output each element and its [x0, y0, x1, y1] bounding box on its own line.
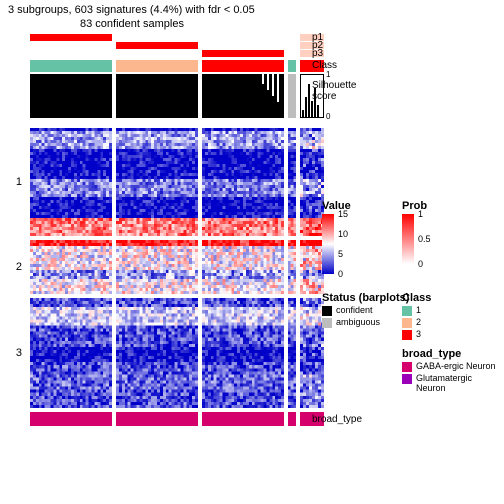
legend-tick: 1 — [418, 209, 423, 219]
sil-tick: 1 — [326, 70, 330, 79]
legend-label: confident — [336, 305, 373, 315]
sil-bar — [308, 84, 310, 118]
legend-title: Status (barplots) — [322, 292, 409, 304]
heatmap-panel — [202, 298, 284, 408]
p-anno — [288, 34, 296, 41]
p-anno — [202, 42, 284, 49]
heatmap-panel — [116, 298, 198, 408]
heatmap-panel — [288, 240, 296, 294]
legend-swatch — [402, 330, 412, 340]
heatmap-panel — [202, 240, 284, 294]
legend-title: Class — [402, 292, 431, 304]
legend-label: 1 — [416, 305, 421, 315]
p-anno — [202, 50, 284, 57]
sil-gap — [272, 74, 274, 96]
sil-gap — [262, 74, 264, 84]
heatmap-panel — [30, 298, 112, 408]
silhouette-label: Silhouette score — [312, 80, 356, 102]
p-anno — [202, 34, 284, 41]
p-anno — [116, 50, 198, 57]
silhouette-anno — [116, 74, 198, 118]
sil-gap — [277, 74, 279, 102]
broad-anno — [116, 412, 198, 426]
broad-anno — [30, 412, 112, 426]
legend-tick: 15 — [338, 209, 348, 219]
class-anno — [288, 60, 296, 72]
heatmap-panel — [116, 240, 198, 294]
legend-title: broad_type — [402, 348, 461, 360]
legend-swatch — [322, 306, 332, 316]
sil-bar — [311, 101, 313, 118]
class-anno — [202, 60, 284, 72]
p-anno — [30, 42, 112, 49]
row-group-label: 1 — [6, 176, 22, 188]
legend-swatch — [402, 306, 412, 316]
title-line2: 83 confident samples — [80, 18, 184, 30]
class-anno — [30, 60, 112, 72]
heatmap-panel — [116, 128, 198, 236]
sil-amb — [288, 74, 296, 118]
heatmap-panel — [300, 128, 324, 236]
broad-anno — [202, 412, 284, 426]
p-label: p3 — [312, 48, 323, 59]
sil-bar — [305, 97, 307, 118]
legend-gradient — [402, 214, 414, 264]
p-anno — [288, 50, 296, 57]
legend-swatch — [402, 318, 412, 328]
legend-gradient — [322, 214, 334, 274]
legend-label: 2 — [416, 317, 421, 327]
legend-tick: 0 — [418, 259, 423, 269]
heatmap-panel — [30, 240, 112, 294]
p-anno — [116, 42, 198, 49]
legend-label: 3 — [416, 329, 421, 339]
legend-swatch — [402, 374, 412, 384]
legend-swatch — [402, 362, 412, 372]
broad-anno — [288, 412, 296, 426]
title-line1: 3 subgroups, 603 signatures (4.4%) with … — [8, 4, 255, 16]
class-anno — [116, 60, 198, 72]
p-anno — [288, 42, 296, 49]
legend-label: ambiguous — [336, 317, 380, 327]
heatmap-panel — [300, 240, 324, 294]
legend-label: Glutamatergic Neuron — [416, 373, 504, 393]
heatmap-panel — [30, 128, 112, 236]
heatmap-panel — [300, 298, 324, 408]
heatmap-panel — [288, 298, 296, 408]
sil-bar — [317, 105, 319, 118]
heatmap-panel — [288, 128, 296, 236]
row-group-label: 2 — [6, 261, 22, 273]
silhouette-anno — [30, 74, 112, 118]
legend-tick: 5 — [338, 249, 343, 259]
legend-tick: 10 — [338, 229, 348, 239]
sil-bar — [302, 110, 304, 118]
p-anno — [30, 50, 112, 57]
legend-swatch — [322, 318, 332, 328]
broad-label: broad_type — [312, 414, 362, 425]
p-anno — [30, 34, 112, 41]
legend-tick: 0 — [338, 269, 343, 279]
p-anno — [116, 34, 198, 41]
legend-label: GABA-ergic Neuron — [416, 361, 496, 371]
sil-tick: 0 — [326, 112, 330, 121]
row-group-label: 3 — [6, 347, 22, 359]
class-label: Class — [312, 60, 337, 71]
heatmap-panel — [202, 128, 284, 236]
legend-tick: 0.5 — [418, 234, 431, 244]
legend-title: Prob — [402, 200, 427, 212]
sil-gap — [267, 74, 269, 90]
